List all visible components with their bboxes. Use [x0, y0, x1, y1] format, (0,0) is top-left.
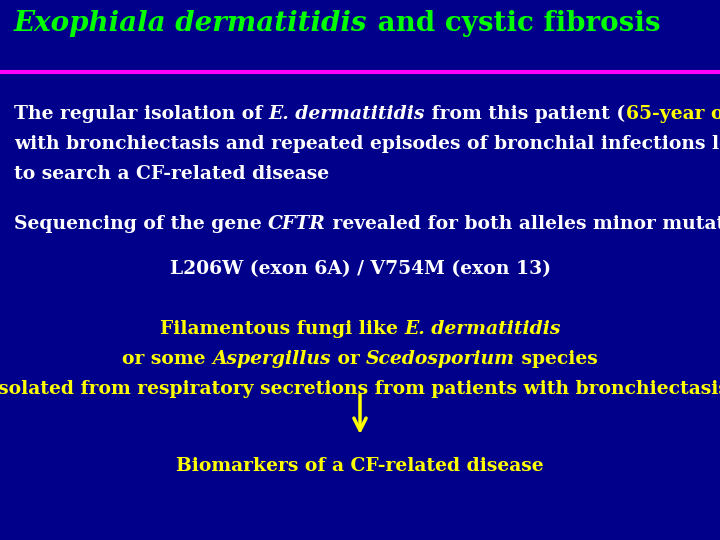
Text: E. dermatitidis: E. dermatitidis [269, 105, 426, 123]
Text: Biomarkers of a CF-related disease: Biomarkers of a CF-related disease [176, 457, 544, 475]
Text: from this patient (: from this patient ( [426, 105, 626, 123]
Text: Sequencing of the gene: Sequencing of the gene [14, 215, 269, 233]
Text: revealed for both alleles minor mutations: revealed for both alleles minor mutation… [326, 215, 720, 233]
Text: or: or [330, 350, 366, 368]
Text: CFTR: CFTR [269, 215, 326, 233]
Text: 65-year old: 65-year old [626, 105, 720, 123]
Text: The regular isolation of: The regular isolation of [14, 105, 269, 123]
Text: Scedosporium: Scedosporium [366, 350, 515, 368]
Text: L206W (exon 6A) / V754M (exon 13): L206W (exon 6A) / V754M (exon 13) [169, 260, 551, 278]
Text: with bronchiectasis and repeated episodes of bronchial infections led us: with bronchiectasis and repeated episode… [14, 135, 720, 153]
Text: or some: or some [122, 350, 212, 368]
Text: Filamentous fungi like: Filamentous fungi like [160, 320, 404, 338]
Text: isolated from respiratory secretions from patients with bronchiectasis: isolated from respiratory secretions fro… [0, 380, 720, 398]
Text: Exophiala dermatitidis: Exophiala dermatitidis [14, 10, 367, 37]
Text: E. dermatitidis: E. dermatitidis [404, 320, 560, 338]
Text: species: species [515, 350, 598, 368]
Text: to search a CF-related disease: to search a CF-related disease [14, 165, 329, 183]
Text: and cystic fibrosis: and cystic fibrosis [367, 10, 660, 37]
Text: Aspergillus: Aspergillus [212, 350, 330, 368]
